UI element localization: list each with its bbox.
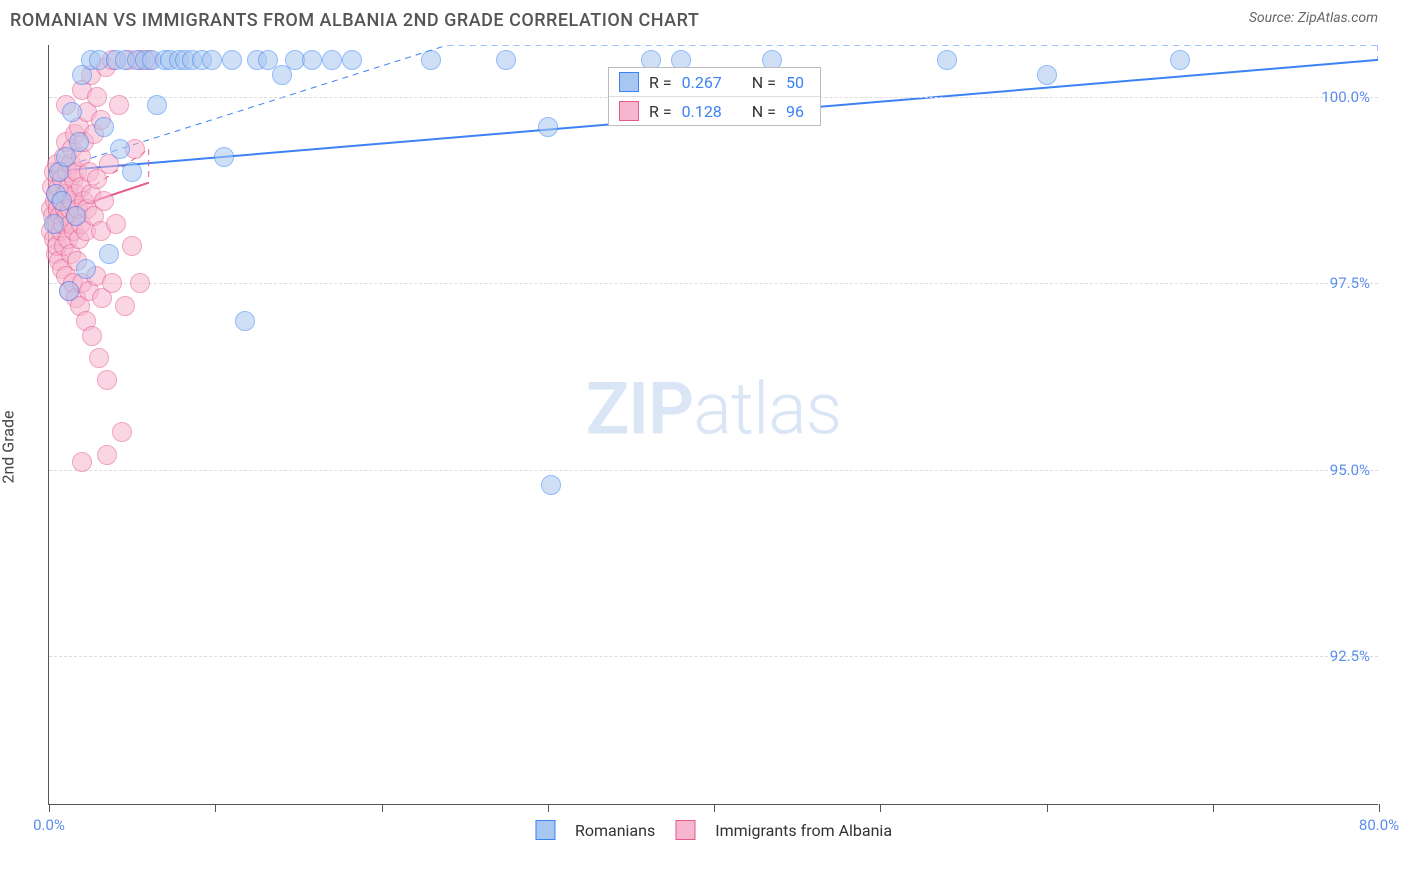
x-tick (548, 804, 549, 812)
data-point (89, 348, 109, 368)
data-point (109, 95, 129, 115)
data-point (122, 162, 142, 182)
data-point (115, 296, 135, 316)
stat-n-value: 96 (786, 102, 804, 121)
stat-n-label: N = (752, 73, 776, 92)
watermark-atlas: atlas (693, 367, 841, 452)
data-point (99, 244, 119, 264)
trend-lines (49, 45, 1378, 804)
x-tick (880, 804, 881, 812)
data-point (322, 50, 342, 70)
gridline (49, 470, 1378, 471)
y-tick-label: 92.5% (1330, 647, 1370, 665)
data-point (72, 452, 92, 472)
x-tick-label: 0.0% (33, 816, 65, 834)
data-point (1170, 50, 1190, 70)
data-point (122, 236, 142, 256)
stat-n-label: N = (752, 102, 776, 121)
y-tick-label: 95.0% (1330, 461, 1370, 479)
gridline (49, 283, 1378, 284)
data-point (147, 95, 167, 115)
chart-title: ROMANIAN VS IMMIGRANTS FROM ALBANIA 2ND … (10, 10, 699, 31)
legend-swatch (675, 820, 695, 840)
data-point (59, 281, 79, 301)
data-point (214, 147, 234, 167)
stats-row: R = 0.128 N = 96 (609, 97, 820, 125)
y-tick-label: 97.5% (1330, 274, 1370, 292)
x-tick (1379, 804, 1380, 812)
chart-container: 2nd Grade ZIPatlas RomaniansImmigrants f… (0, 37, 1406, 857)
stat-r-value: 0.128 (682, 102, 722, 121)
x-tick (49, 804, 50, 812)
data-point (69, 132, 89, 152)
x-tick (714, 804, 715, 812)
data-point (202, 50, 222, 70)
legend-swatch (619, 101, 639, 121)
watermark: ZIPatlas (586, 367, 842, 452)
data-point (102, 273, 122, 293)
x-tick (1213, 804, 1214, 812)
data-point (222, 50, 242, 70)
x-tick-label: 80.0% (1359, 816, 1399, 834)
x-tick (382, 804, 383, 812)
data-point (421, 50, 441, 70)
data-point (1037, 65, 1057, 85)
y-axis-label: 2nd Grade (0, 410, 18, 483)
data-point (541, 475, 561, 495)
legend-swatch (619, 72, 639, 92)
series-legend: Romanians Immigrants from Albania (535, 820, 892, 840)
data-point (496, 50, 516, 70)
data-point (87, 87, 107, 107)
data-point (302, 50, 322, 70)
gridline (49, 656, 1378, 657)
x-tick (1047, 804, 1048, 812)
data-point (342, 50, 362, 70)
stat-r-label: R = (649, 73, 672, 92)
data-point (44, 214, 64, 234)
data-point (76, 259, 96, 279)
legend-label: Immigrants from Albania (715, 821, 892, 840)
stat-r-value: 0.267 (682, 73, 722, 92)
data-point (235, 311, 255, 331)
y-tick-label: 100.0% (1321, 88, 1370, 106)
data-point (130, 273, 150, 293)
data-point (106, 214, 126, 234)
data-point (538, 117, 558, 137)
data-point (66, 206, 86, 226)
data-point (110, 139, 130, 159)
legend-label: Romanians (575, 821, 655, 840)
x-tick (215, 804, 216, 812)
data-point (82, 326, 102, 346)
stats-row: R = 0.267 N = 50 (609, 68, 820, 97)
plot-area: ZIPatlas RomaniansImmigrants from Albani… (48, 45, 1378, 805)
source-label: Source: ZipAtlas.com (1249, 10, 1378, 26)
stats-legend-box: R = 0.267 N = 50 R = 0.128 N = 96 (608, 67, 821, 126)
stat-n-value: 50 (786, 73, 804, 92)
watermark-zip: ZIP (586, 367, 693, 452)
data-point (937, 50, 957, 70)
data-point (97, 370, 117, 390)
data-point (94, 117, 114, 137)
data-point (112, 422, 132, 442)
data-point (62, 102, 82, 122)
data-point (94, 191, 114, 211)
legend-swatch (535, 820, 555, 840)
data-point (97, 445, 117, 465)
stat-r-label: R = (649, 102, 672, 121)
